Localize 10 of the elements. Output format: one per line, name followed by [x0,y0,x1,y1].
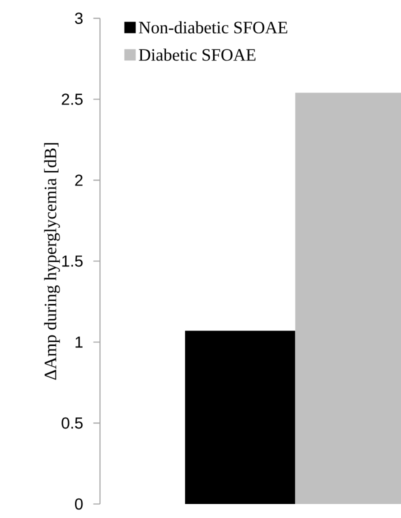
legend-label: Non-diabetic SFOAE [138,21,288,34]
legend-label: Diabetic SFOAE [138,48,256,61]
y-tick-label: 2.5 [62,94,83,105]
y-tick-label: 2 [75,174,82,186]
y-tick-label: 1.5 [62,256,83,267]
y-tick-label: 0.5 [62,417,83,429]
y-tick-label: 3 [74,12,83,24]
y-tick-label: 0 [75,498,83,510]
y-tick-label: 1 [76,336,83,348]
y-axis-title: ΔAmp during hyperglycemia [dB] [44,143,60,380]
